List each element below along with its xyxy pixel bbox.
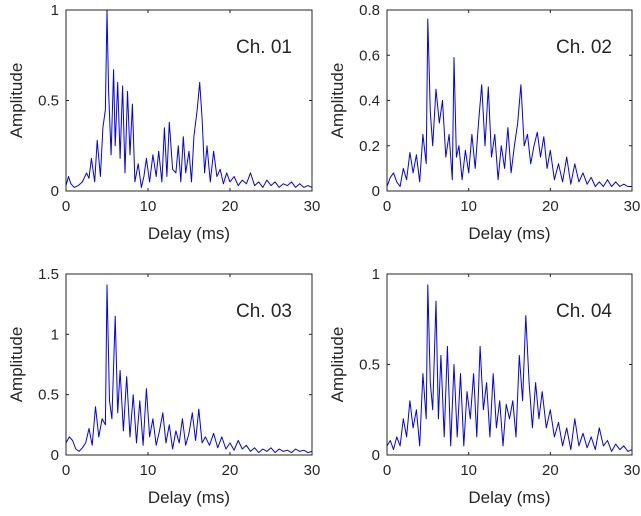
chart-panel: 0 10 20 30 0 0.2 0.4 0.6 0.8 Delay (ms) Amplitude C… <box>328 2 640 243</box>
y-tick-label: 1.5 <box>38 266 59 283</box>
chart-panel: 0 10 20 30 0 0.5 1 1.5 Delay (ms) Amplitude Ch. 03 <box>7 266 320 507</box>
y-tick-label: 0.5 <box>359 357 380 374</box>
channel-annotation: Ch. 01 <box>236 37 292 58</box>
y-tick-label: 1 <box>51 2 59 19</box>
y-tick-label: 0.5 <box>38 387 59 404</box>
y-tick-label: 0.4 <box>359 93 380 110</box>
y-tick-label: 1 <box>51 326 59 343</box>
y-axis-label: Amplitude <box>328 327 347 403</box>
x-axis-label: Delay (ms) <box>468 224 550 243</box>
x-tick-label: 10 <box>140 462 157 479</box>
x-tick-label: 20 <box>222 198 239 215</box>
y-tick-label: 0 <box>51 183 59 200</box>
x-tick-label: 0 <box>62 462 70 479</box>
series-line <box>387 284 632 452</box>
x-tick-label: 0 <box>62 198 70 215</box>
x-tick-label: 0 <box>383 198 391 215</box>
x-tick-label: 20 <box>222 462 239 479</box>
x-tick-label: 30 <box>624 198 641 215</box>
y-tick-label: 0 <box>372 183 380 200</box>
y-tick-label: 0 <box>51 447 59 464</box>
y-tick-label: 0.2 <box>359 138 380 155</box>
y-tick-label: 0 <box>372 447 380 464</box>
channel-annotation: Ch. 02 <box>556 37 612 58</box>
series-line <box>66 10 312 188</box>
y-tick-label: 0.6 <box>359 47 380 64</box>
x-tick-label: 30 <box>304 462 321 479</box>
x-tick-label: 0 <box>383 462 391 479</box>
x-tick-label: 20 <box>542 462 559 479</box>
y-tick-label: 0.5 <box>38 93 59 110</box>
y-axis-label: Amplitude <box>7 63 26 139</box>
chart-panel: 0 10 20 30 0 0.5 1 Delay (ms) Amplitude Ch. 04 <box>328 266 640 507</box>
x-tick-label: 10 <box>460 198 477 215</box>
series-line <box>387 18 632 187</box>
y-axis-label: Amplitude <box>7 327 26 403</box>
x-axis-label: Delay (ms) <box>148 488 230 507</box>
x-tick-label: 10 <box>460 462 477 479</box>
x-tick-label: 10 <box>140 198 157 215</box>
channel-annotation: Ch. 03 <box>236 301 292 322</box>
y-axis-label: Amplitude <box>328 63 347 139</box>
x-axis-label: Delay (ms) <box>148 224 230 243</box>
x-tick-label: 20 <box>542 198 559 215</box>
chart-panel: 0 10 20 30 0 0.5 1 Delay (ms) Amplitude Ch. 01 <box>7 2 320 243</box>
x-axis-label: Delay (ms) <box>468 488 550 507</box>
y-tick-label: 0.8 <box>359 2 380 19</box>
series-line <box>66 284 312 454</box>
x-tick-label: 30 <box>304 198 321 215</box>
y-tick-label: 1 <box>372 266 380 283</box>
x-tick-label: 30 <box>624 462 641 479</box>
channel-annotation: Ch. 04 <box>556 301 612 322</box>
